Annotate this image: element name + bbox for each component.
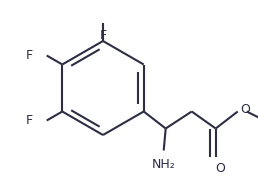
Text: O: O — [241, 103, 251, 116]
Text: O: O — [215, 161, 225, 175]
Text: F: F — [99, 28, 107, 42]
Text: F: F — [26, 114, 33, 127]
Text: NH₂: NH₂ — [152, 158, 176, 171]
Text: F: F — [26, 49, 33, 62]
